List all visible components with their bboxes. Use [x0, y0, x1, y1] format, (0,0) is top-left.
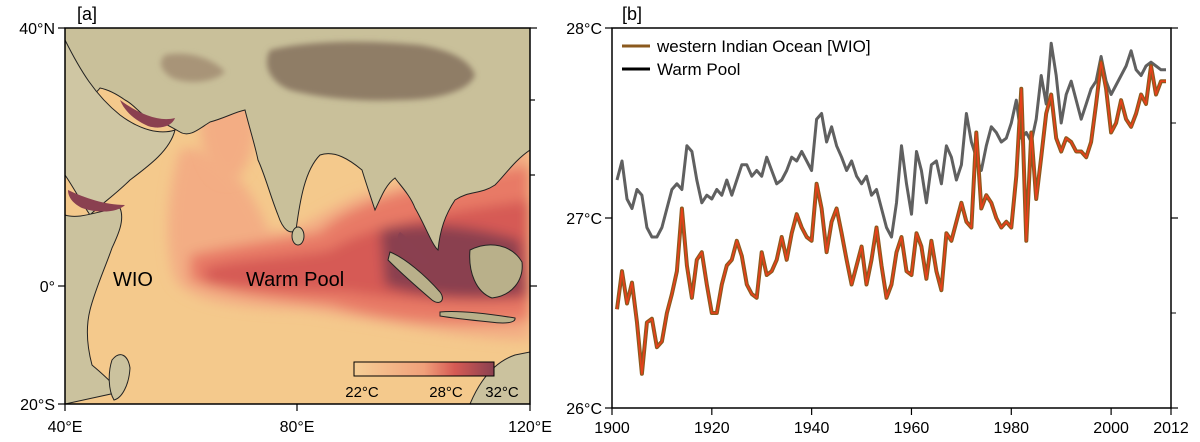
panel-a-map: [a]	[19, 4, 552, 436]
panel-b-chart: [b] 26°C 27°C 28°C 1900 1920 1940 1960 1980 2000…	[566, 4, 1189, 437]
sumatra	[387, 251, 443, 303]
y-tick-label: 28°C	[566, 21, 602, 38]
x-tick-label: 2000	[1093, 420, 1129, 437]
map-ticks	[58, 27, 537, 411]
legend-label-warm-pool: Warm Pool	[657, 60, 740, 79]
warm-pool-region-label: Warm Pool	[246, 269, 344, 291]
plot-frame	[611, 27, 1172, 409]
series-layer	[615, 41, 1166, 376]
legend: western Indian Ocean [WIO] Warm Pool	[622, 37, 871, 79]
colorbar: 22°C 28°C 32°C	[345, 361, 519, 401]
x-tick-label: 1960	[894, 420, 930, 437]
colorbar-label-32: 32°C	[485, 384, 519, 401]
wio-region-label: WIO	[113, 269, 153, 291]
x-tick-label: 2012	[1153, 420, 1189, 437]
australia-landmass	[469, 351, 530, 404]
iran-highland	[160, 53, 225, 82]
java	[439, 310, 516, 324]
x-tick-label: 1920	[694, 420, 730, 437]
map-area	[65, 28, 530, 404]
axes: 26°C 27°C 28°C 1900 1920 1940 1960 1980 2000 2012	[566, 21, 1189, 437]
lat-tick-40n: 40°N	[19, 21, 55, 38]
arabia-landmass	[65, 39, 176, 216]
series-line-warm-pool	[615, 41, 1166, 239]
borneo	[469, 244, 523, 299]
x-tick-label: 1900	[594, 420, 630, 437]
y-tick-label: 26°C	[566, 401, 602, 418]
panel-b-label: [b]	[622, 4, 642, 24]
tibetan-plateau	[266, 41, 475, 101]
panel-a-label: [a]	[77, 4, 97, 24]
lon-tick-40e: 40°E	[48, 419, 83, 436]
x-tick-label: 1940	[794, 420, 830, 437]
malacca-warm-patch	[397, 232, 430, 265]
colorbar-gradient	[353, 361, 495, 377]
lon-tick-80e: 80°E	[280, 419, 315, 436]
sri-lanka	[291, 226, 305, 246]
colorbar-label-22: 22°C	[345, 384, 379, 401]
lon-tick-120e: 120°E	[508, 419, 552, 436]
colorbar-label-28: 28°C	[429, 384, 463, 401]
red-sea-mouth	[68, 190, 125, 212]
series-line-wio-inner	[616, 61, 1166, 375]
legend-label-wio: western Indian Ocean [WIO]	[656, 37, 871, 56]
persian-gulf	[120, 100, 175, 128]
lat-tick-20s: 20°S	[20, 397, 55, 414]
x-tick-label: 1980	[993, 420, 1029, 437]
madagascar	[108, 354, 131, 401]
y-tick-label: 27°C	[566, 211, 602, 228]
lat-tick-0: 0°	[40, 279, 55, 296]
